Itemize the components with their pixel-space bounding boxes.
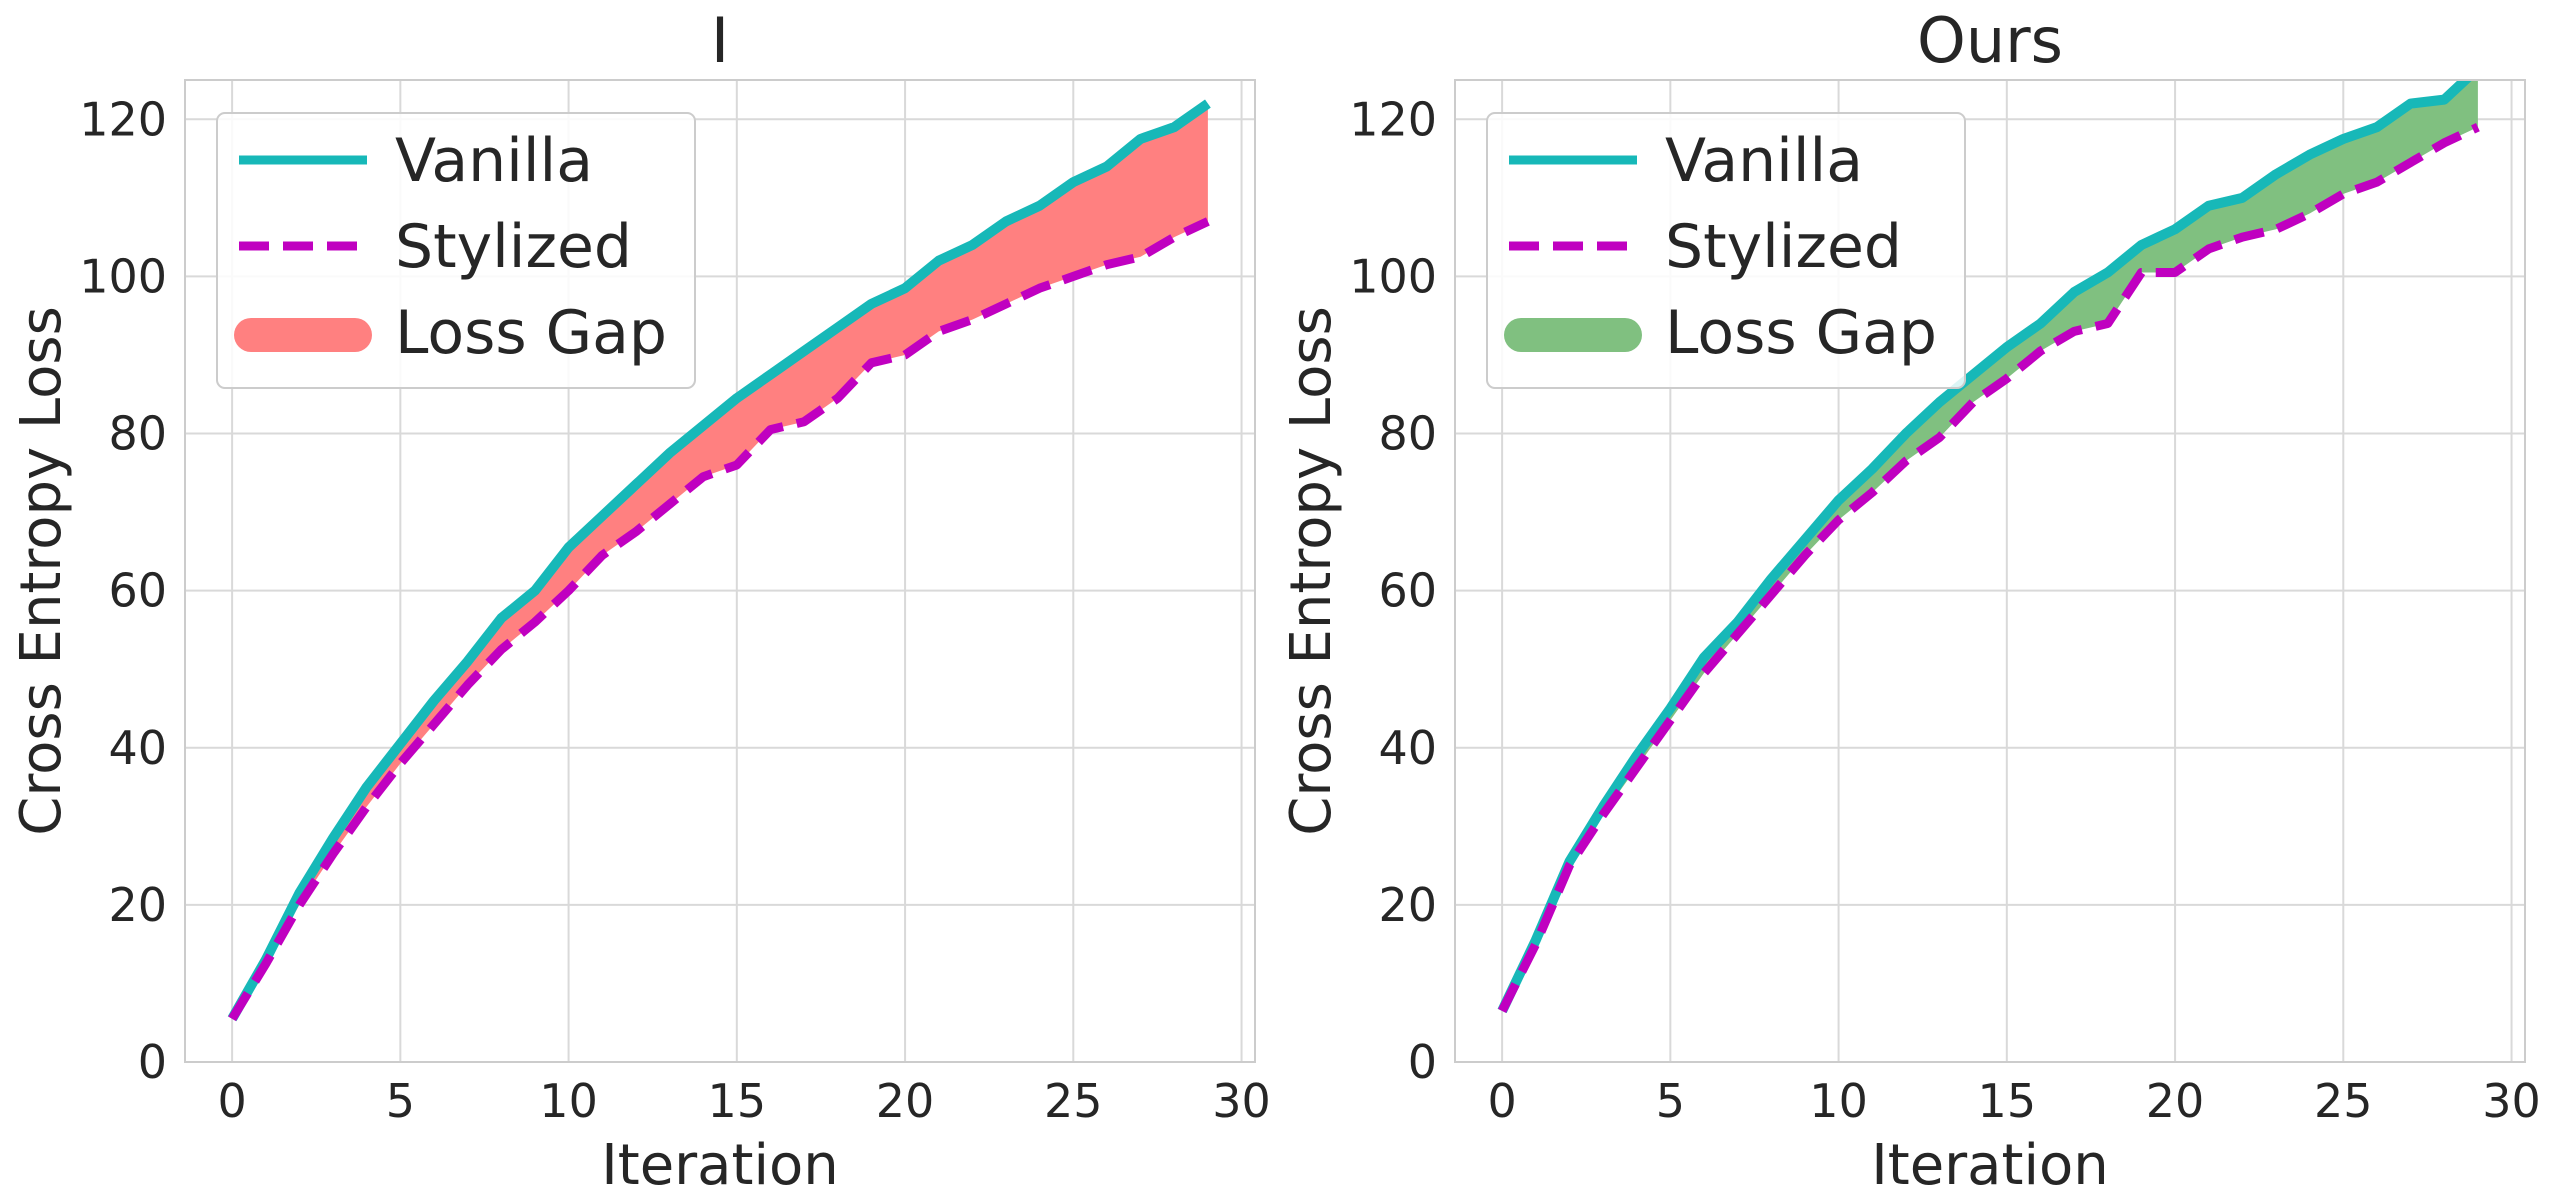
- x-tick-label: 30: [1212, 1074, 1271, 1128]
- y-axis-label: Cross Entropy Loss: [1279, 306, 1344, 836]
- loss-gap-area: [232, 103, 1208, 1019]
- x-tick-label: 0: [217, 1074, 246, 1128]
- loss-gap-area: [1502, 80, 2478, 1011]
- legend: Vanilla Stylized Loss Gap: [1486, 112, 1966, 389]
- x-tick-label: 20: [876, 1074, 935, 1128]
- y-tick-label: 120: [1349, 92, 1437, 146]
- legend-label: Loss Gap: [395, 298, 667, 368]
- y-tick-label: 0: [138, 1035, 167, 1089]
- chart-panel-1: 0 5 10 15 20 25 30 0 20 40 60 80 100 120 Iteration Cros…: [1279, 4, 2541, 1198]
- y-tick-label: 60: [108, 564, 167, 618]
- legend-label: Stylized: [395, 212, 632, 282]
- x-tick-label: 25: [1044, 1074, 1103, 1128]
- x-tick-label: 15: [1978, 1074, 2037, 1128]
- plot-frame: [1454, 79, 2526, 1063]
- stylized-line: [228, 217, 1210, 1022]
- y-tick-label: 40: [1378, 721, 1437, 775]
- x-axis-label: Iteration: [601, 1133, 839, 1198]
- legend: Vanilla Stylized Loss Gap: [216, 112, 696, 389]
- legend-label: Vanilla: [1665, 126, 1863, 196]
- y-tick-label: 60: [1378, 564, 1437, 618]
- x-tick-label: 10: [539, 1074, 598, 1128]
- x-tick-label: 25: [2314, 1074, 2373, 1128]
- vanilla-line: [227, 99, 1211, 1022]
- plot-frame: [184, 79, 1256, 1063]
- legend-label: Vanilla: [395, 126, 593, 196]
- y-tick-label: 20: [1378, 878, 1437, 932]
- y-tick-label: 120: [79, 92, 167, 146]
- y-tick-label: 20: [108, 878, 167, 932]
- legend-label: Loss Gap: [1665, 298, 1937, 368]
- vanilla-line: [1497, 80, 2473, 1014]
- legend-label: Stylized: [1665, 212, 1902, 282]
- stylized-line: [1498, 123, 2480, 1013]
- x-axis-label: Iteration: [1871, 1133, 2109, 1198]
- y-tick-label: 100: [1349, 249, 1437, 303]
- x-tick-label: 20: [2146, 1074, 2205, 1128]
- y-axis-label: Cross Entropy Loss: [9, 306, 74, 836]
- y-tick-label: 40: [108, 721, 167, 775]
- x-tick-label: 5: [386, 1074, 415, 1128]
- x-tick-label: 10: [1809, 1074, 1868, 1128]
- x-tick-label: 5: [1656, 1074, 1685, 1128]
- y-tick-label: 80: [1378, 407, 1437, 461]
- x-tick-label: 15: [708, 1074, 767, 1128]
- y-tick-label: 80: [108, 407, 167, 461]
- x-tick-label: 30: [2482, 1074, 2541, 1128]
- x-tick-label: 0: [1487, 1074, 1516, 1128]
- y-tick-label: 0: [1408, 1035, 1437, 1089]
- chart-title: I: [711, 4, 729, 77]
- chart-title: Ours: [1917, 4, 2063, 77]
- chart-panel-0: 0 5 10 15 20 25 30 0 20 40 60 80 100 120 Iteration Cros…: [9, 4, 1271, 1198]
- y-tick-label: 100: [79, 249, 167, 303]
